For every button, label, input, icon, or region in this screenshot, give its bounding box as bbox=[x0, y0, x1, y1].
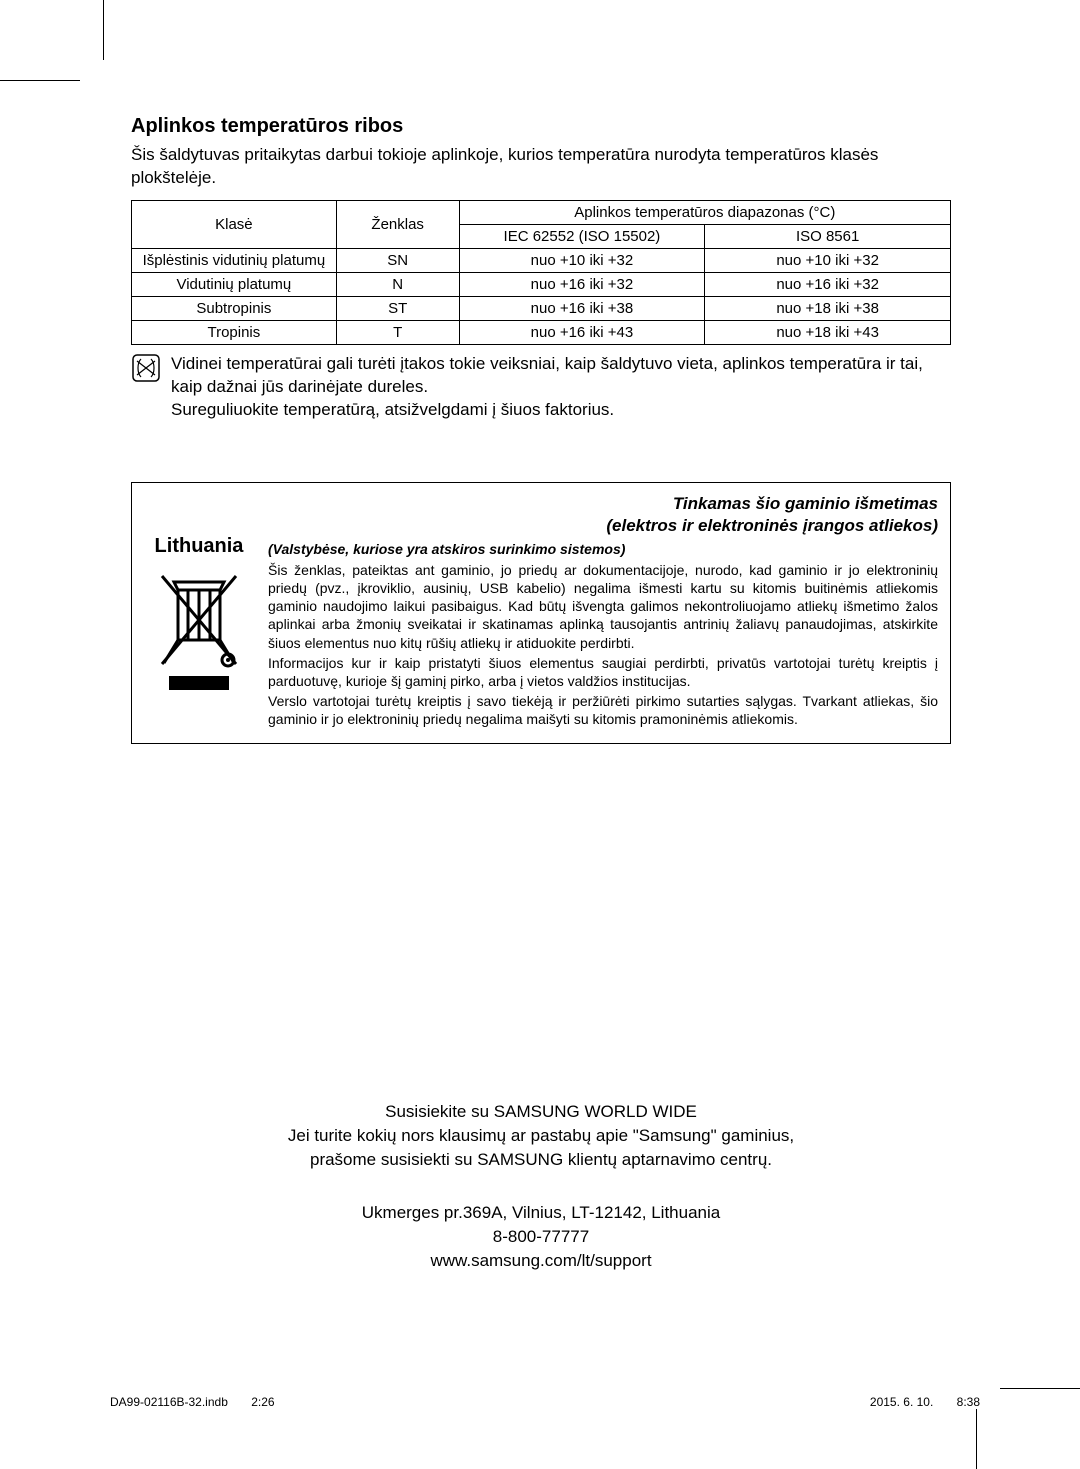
crop-mark bbox=[0, 80, 80, 81]
note-icon bbox=[131, 353, 163, 422]
weee-bin-icon bbox=[154, 568, 244, 698]
cell-r2: nuo +10 iki +32 bbox=[705, 248, 951, 272]
crop-mark bbox=[976, 1409, 977, 1469]
disposal-p3: Verslo vartotojai turėtų kreiptis į savo… bbox=[268, 692, 938, 728]
contact-block: Susisiekite su SAMSUNG WORLD WIDE Jei tu… bbox=[131, 1100, 951, 1273]
contact-l6: www.samsung.com/lt/support bbox=[131, 1249, 951, 1273]
cell-r1: nuo +16 iki +43 bbox=[459, 320, 705, 344]
disposal-p2: Informacijos kur ir kaip pristatyti šiuo… bbox=[268, 654, 938, 690]
disposal-title-l2: (elektros ir elektroninės įrangos atliek… bbox=[268, 515, 938, 537]
temperature-table: Klasė Ženklas Aplinkos temperatūros diap… bbox=[131, 200, 951, 345]
th-range1: IEC 62552 (ISO 15502) bbox=[459, 224, 705, 248]
footer-date: 2015. 6. 10. bbox=[870, 1395, 933, 1409]
contact-l3: prašome susisiekti su SAMSUNG klientų ap… bbox=[131, 1148, 951, 1172]
cell-symbol: SN bbox=[336, 248, 459, 272]
contact-l1: Susisiekite su SAMSUNG WORLD WIDE bbox=[131, 1100, 951, 1124]
disposal-title: Tinkamas šio gaminio išmetimas (elektros… bbox=[268, 493, 938, 537]
footer-doc: DA99-02116B-32.indb bbox=[110, 1395, 228, 1409]
intro-text: Šis šaldytuvas pritaikytas darbui tokioj… bbox=[131, 144, 951, 190]
cell-class: Išplėstinis vidutinių platumų bbox=[132, 248, 337, 272]
disposal-title-l1: Tinkamas šio gaminio išmetimas bbox=[268, 493, 938, 515]
disposal-box: Lithuania Tinkamas šio gaminio išmetimas… bbox=[131, 482, 951, 744]
th-range2: ISO 8561 bbox=[705, 224, 951, 248]
th-class: Klasė bbox=[132, 200, 337, 248]
disposal-p1: Šis ženklas, pateiktas ant gaminio, jo p… bbox=[268, 561, 938, 652]
th-range-top: Aplinkos temperatūros diapazonas (°C) bbox=[459, 200, 950, 224]
contact-l2: Jei turite kokių nors klausimų ar pastab… bbox=[131, 1124, 951, 1148]
table-row: Subtropinis ST nuo +16 iki +38 nuo +18 i… bbox=[132, 296, 951, 320]
disposal-country: Lithuania bbox=[155, 535, 244, 558]
page-footer: DA99-02116B-32.indb 2:26 2015. 6. 10. 8:… bbox=[110, 1395, 980, 1409]
th-symbol: Ženklas bbox=[336, 200, 459, 248]
table-row: Vidutinių platumų N nuo +16 iki +32 nuo … bbox=[132, 272, 951, 296]
disposal-body: Šis ženklas, pateiktas ant gaminio, jo p… bbox=[268, 561, 938, 729]
note-text: Vidinei temperatūrai gali turėti įtakos … bbox=[171, 353, 951, 422]
cell-r2: nuo +18 iki +43 bbox=[705, 320, 951, 344]
section-heading: Aplinkos temperatūros ribos bbox=[131, 115, 951, 138]
cell-symbol: T bbox=[336, 320, 459, 344]
contact-l5: 8-800-77777 bbox=[131, 1225, 951, 1249]
contact-l4: Ukmerges pr.369A, Vilnius, LT-12142, Lit… bbox=[131, 1201, 951, 1225]
cell-r2: nuo +18 iki +38 bbox=[705, 296, 951, 320]
cell-r1: nuo +16 iki +38 bbox=[459, 296, 705, 320]
cell-r1: nuo +16 iki +32 bbox=[459, 272, 705, 296]
note-p1: Vidinei temperatūrai gali turėti įtakos … bbox=[171, 353, 951, 399]
crop-mark bbox=[103, 0, 104, 60]
cell-class: Tropinis bbox=[132, 320, 337, 344]
footer-time: 8:38 bbox=[957, 1395, 980, 1409]
cell-symbol: N bbox=[336, 272, 459, 296]
cell-class: Subtropinis bbox=[132, 296, 337, 320]
table-row: Tropinis T nuo +16 iki +43 nuo +18 iki +… bbox=[132, 320, 951, 344]
cell-symbol: ST bbox=[336, 296, 459, 320]
cell-r2: nuo +16 iki +32 bbox=[705, 272, 951, 296]
table-row: Išplėstinis vidutinių platumų SN nuo +10… bbox=[132, 248, 951, 272]
cell-class: Vidutinių platumų bbox=[132, 272, 337, 296]
disposal-subtitle: (Valstybėse, kuriose yra atskiros surink… bbox=[268, 541, 938, 557]
crop-mark bbox=[1000, 1388, 1080, 1389]
footer-page: 2:26 bbox=[251, 1395, 274, 1409]
cell-r1: nuo +10 iki +32 bbox=[459, 248, 705, 272]
note-p2: Sureguliuokite temperatūrą, atsižvelgdam… bbox=[171, 399, 951, 422]
